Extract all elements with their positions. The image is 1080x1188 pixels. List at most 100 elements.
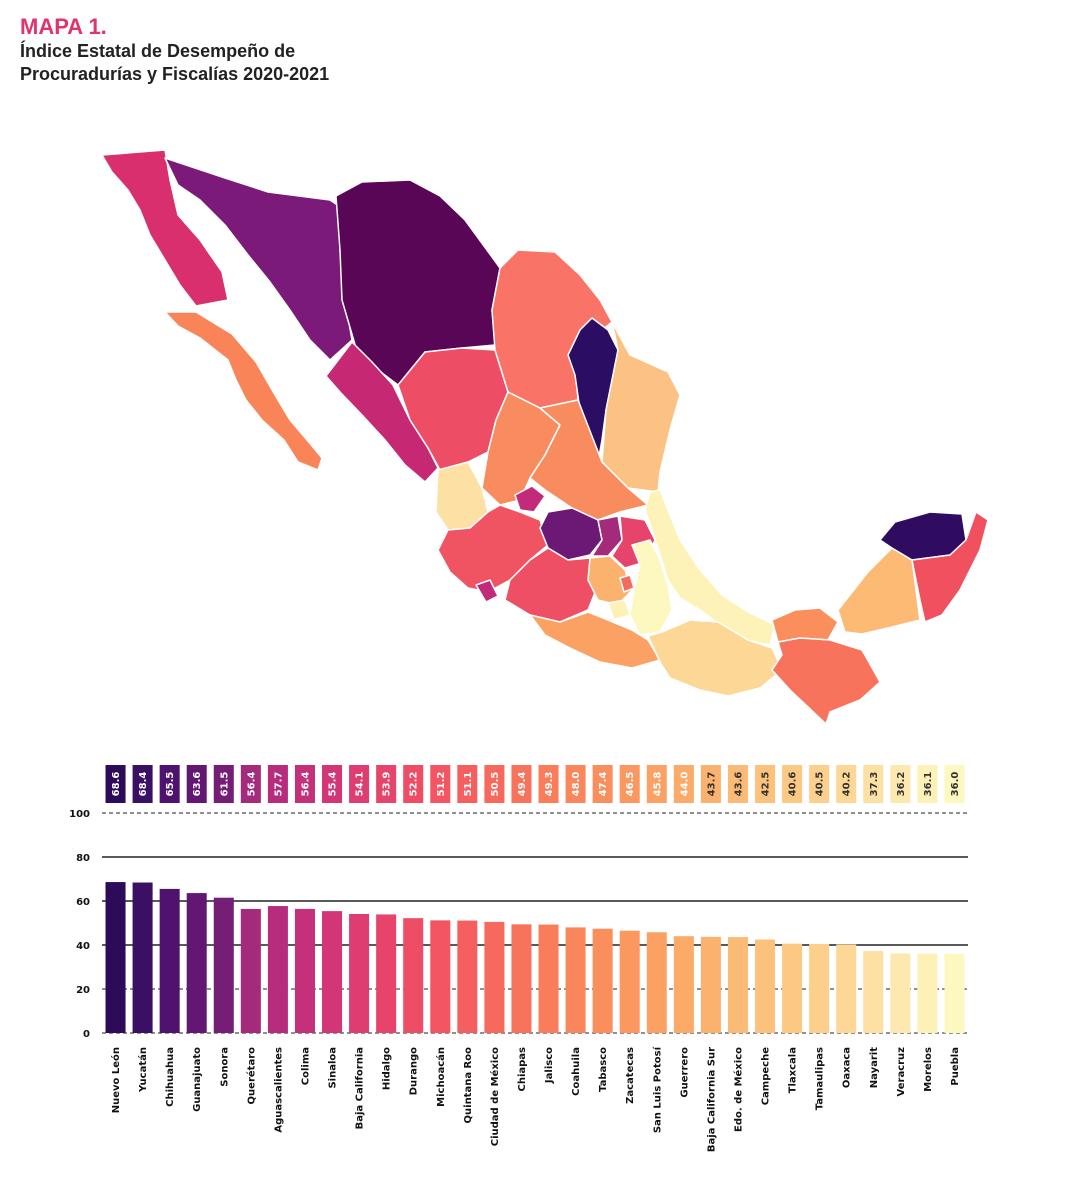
category-label: Guanajuato <box>192 1047 203 1112</box>
bars <box>105 882 965 1033</box>
value-label-box <box>673 765 694 803</box>
state-aguascalientes <box>514 485 546 513</box>
bar <box>782 943 803 1033</box>
category-label: Yucatán <box>137 1047 149 1093</box>
value-label: 36.0 <box>950 772 961 797</box>
category-label: Colima <box>300 1047 311 1085</box>
value-label: 36.2 <box>896 772 907 797</box>
bar <box>105 882 126 1033</box>
map-title-line-2: Procuradurías y Fiscalías 2020-2021 <box>20 64 330 84</box>
category-label: Tamaulipas <box>815 1047 826 1110</box>
value-label: 52.2 <box>409 772 420 797</box>
bar <box>457 920 478 1033</box>
state-colima <box>475 579 499 603</box>
value-label: 50.5 <box>490 772 501 797</box>
value-label: 37.3 <box>869 772 880 797</box>
category-label: Quintana Roo <box>463 1047 474 1124</box>
heading: MAPA 1. Índice Estatal de Desempeño de P… <box>20 14 329 86</box>
category-label: Tlaxcala <box>788 1047 799 1093</box>
category-label: Veracruz <box>896 1047 907 1097</box>
category-label: Aguascalientes <box>273 1047 284 1133</box>
bar <box>538 924 559 1033</box>
bar <box>890 953 911 1033</box>
value-label: 40.5 <box>815 772 826 797</box>
state-morelos <box>607 599 631 621</box>
category-label: Durango <box>409 1047 420 1095</box>
category-label: San Luis Potosí <box>651 1046 663 1133</box>
bar <box>267 906 288 1033</box>
value-label-box <box>322 765 343 803</box>
bar <box>349 913 370 1033</box>
category-label: Jalisco <box>544 1047 555 1084</box>
category-label: Chihuahua <box>165 1047 176 1107</box>
value-label-box <box>917 765 938 803</box>
category-labels: Nuevo León Yucatán Chihuahua Guanajuato Sono… <box>110 1046 961 1152</box>
value-label-box <box>619 765 640 803</box>
category-label: Tabasco <box>598 1047 609 1092</box>
bar <box>240 908 261 1033</box>
category-label: Oaxaca <box>842 1047 853 1088</box>
category-label: Michoacán <box>435 1047 447 1107</box>
value-label-box <box>349 765 370 803</box>
bar <box>836 944 857 1033</box>
value-label: 68.4 <box>138 772 149 797</box>
value-label-box <box>267 765 288 803</box>
state-campeche <box>837 547 921 635</box>
state-baja-california-sur <box>164 311 323 471</box>
state-nuevo-leon <box>567 317 619 463</box>
value-label: 55.4 <box>328 772 339 797</box>
category-label: Baja California <box>355 1047 366 1129</box>
value-label-box <box>376 765 397 803</box>
category-label: Nayarit <box>869 1047 880 1088</box>
value-label-box <box>430 765 451 803</box>
value-label: 36.1 <box>923 772 934 797</box>
value-label: 40.6 <box>788 772 799 797</box>
value-label-box <box>403 765 424 803</box>
category-label: Querétaro <box>245 1047 257 1105</box>
bar <box>159 888 180 1033</box>
y-tick-label-100: 100 <box>69 809 90 820</box>
y-tick-label-20: 20 <box>76 985 90 996</box>
value-label-box <box>809 765 830 803</box>
bar <box>863 950 884 1033</box>
value-label-box <box>565 765 586 803</box>
state-sonora <box>164 157 353 361</box>
category-label: Ciudad de México <box>489 1047 501 1146</box>
value-label: 40.2 <box>842 772 853 797</box>
bar <box>700 936 721 1033</box>
value-label-box <box>755 765 776 803</box>
value-label: 56.4 <box>246 772 257 797</box>
map-label: MAPA 1. <box>20 14 107 39</box>
value-label: 57.7 <box>273 772 284 797</box>
bar-chart: 68.6 68.4 65.5 63.6 61.5 56.4 57.7 56.4 55.4 54.1… <box>69 765 968 1152</box>
bar <box>673 936 694 1033</box>
category-label: Zacatecas <box>625 1047 636 1104</box>
state-jalisco <box>437 504 549 593</box>
bar <box>565 927 586 1033</box>
value-label-box <box>944 765 965 803</box>
bar <box>484 921 505 1033</box>
value-label-box <box>294 765 315 803</box>
state-edo-mexico <box>587 555 633 606</box>
value-label-box <box>240 765 261 803</box>
bar <box>944 953 965 1033</box>
value-label: 48.0 <box>571 772 582 797</box>
value-label: 51.1 <box>463 772 474 797</box>
bar <box>511 924 532 1033</box>
value-label-box <box>863 765 884 803</box>
value-label: 43.6 <box>733 772 744 797</box>
value-label-box <box>727 765 748 803</box>
value-label-box <box>646 765 667 803</box>
value-label: 51.2 <box>436 772 447 797</box>
y-tick-label-80: 80 <box>76 853 90 864</box>
category-label: Morelos <box>923 1047 934 1092</box>
value-label: 65.5 <box>165 772 176 797</box>
bar <box>809 943 830 1033</box>
category-label: Hidalgo <box>382 1047 393 1090</box>
value-label: 61.5 <box>219 772 230 797</box>
value-label: 44.0 <box>679 772 690 797</box>
y-tick-label-0: 0 <box>83 1029 90 1040</box>
value-label-box <box>538 765 559 803</box>
category-label: Guerrero <box>679 1047 690 1098</box>
value-label-box <box>511 765 532 803</box>
